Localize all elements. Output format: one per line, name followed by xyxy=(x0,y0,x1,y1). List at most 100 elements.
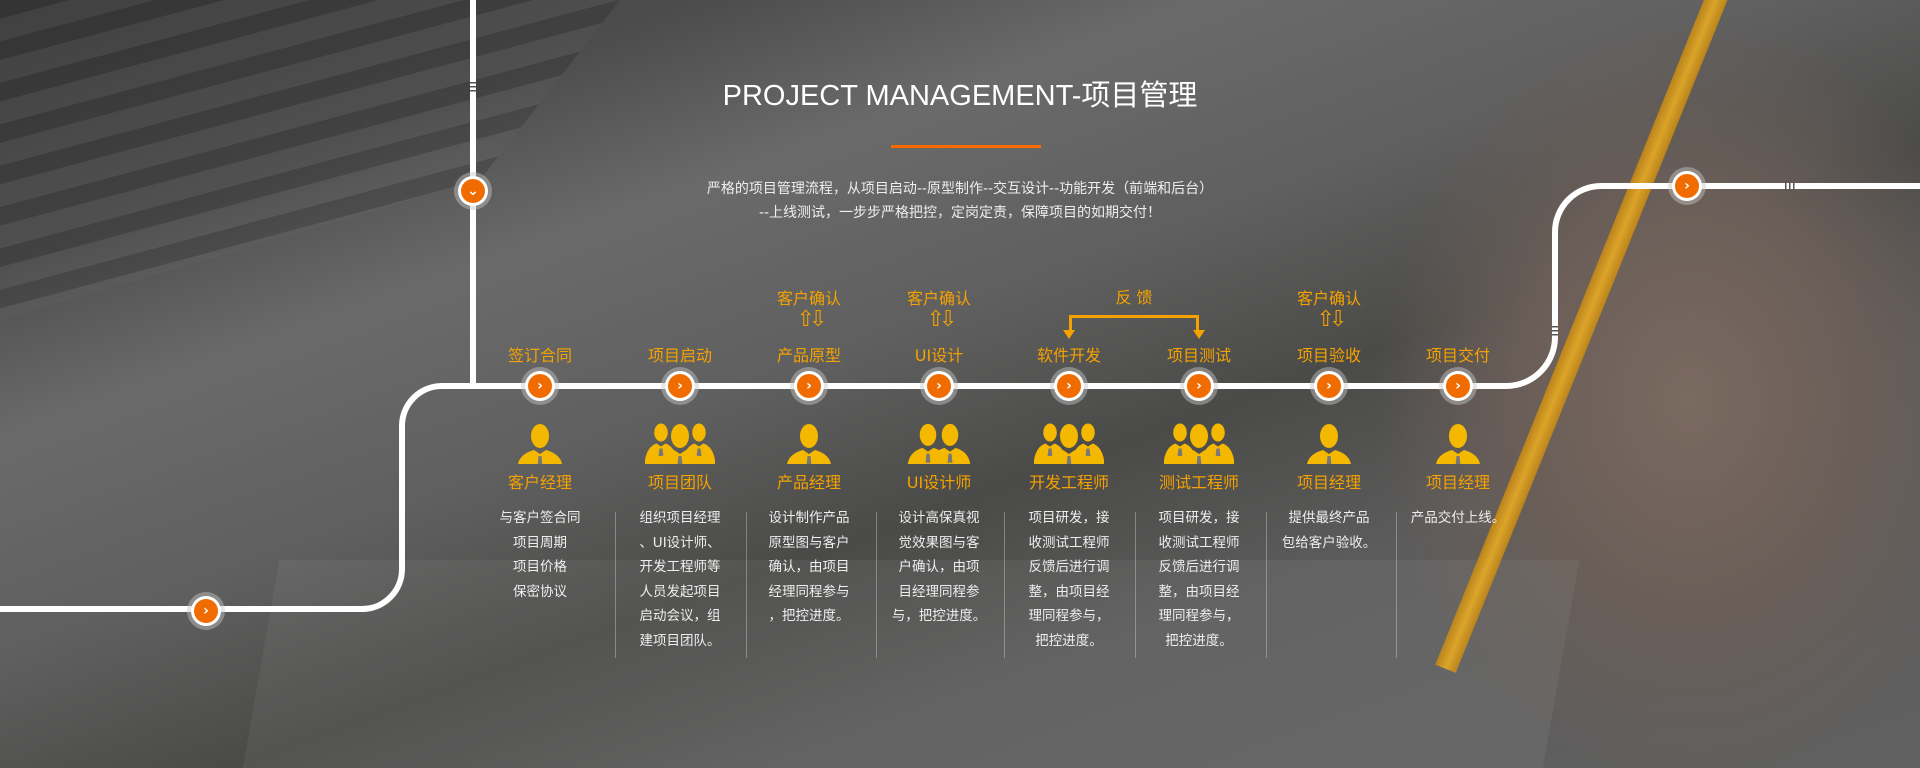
step-label: 软件开发 xyxy=(1036,346,1101,365)
step-label: 签订合同 xyxy=(507,346,572,365)
up-down-arrows-icon: ⇧⇩ xyxy=(796,307,828,332)
description-line: 目经理同程参 xyxy=(898,583,980,600)
up-down-arrows-icon: ⇧⇩ xyxy=(1316,307,1348,332)
description-line: 启动会议，组 xyxy=(639,608,721,624)
step-description: 项目研发，接 收测试工程师 反馈后进行调 整，由项目经 理同程参与， 把控进度。 xyxy=(1143,506,1255,653)
column-divider xyxy=(615,512,616,658)
role-label: 项目经理 xyxy=(1425,473,1490,492)
description-line: 人员发起项目 xyxy=(639,583,721,600)
description-line: 包给客户验收。 xyxy=(1281,534,1377,551)
column-divider xyxy=(1266,512,1267,658)
description-line: 产品交付上线。 xyxy=(1410,510,1506,526)
description-line: 项目价格 xyxy=(513,559,567,575)
description-line: 收测试工程师 xyxy=(1028,534,1110,551)
description-line: 理同程参与， xyxy=(1158,608,1240,624)
chevron-right-icon: › xyxy=(528,374,552,398)
up-down-arrows-icon: ⇧⇩ xyxy=(926,307,958,332)
step-node[interactable]: › xyxy=(1180,367,1218,405)
description-line: ，把控进度。 xyxy=(768,608,850,624)
step-label: 项目验收 xyxy=(1296,346,1361,365)
single-person-icon xyxy=(505,420,575,466)
chevron-right-icon: › xyxy=(668,374,692,398)
single-person-icon xyxy=(1294,420,1364,466)
step-description: 提供最终产品 包给客户验收。 xyxy=(1273,506,1385,555)
role-label: 开发工程师 xyxy=(1028,473,1109,492)
customer-confirm-label: 客户确认 xyxy=(906,289,971,308)
track-node-down[interactable]: ⌄ xyxy=(454,172,492,210)
subtitle-line-1: 严格的项目管理流程，从项目启动--原型制作--交互设计--功能开发（前端和后台） xyxy=(706,181,1214,197)
step-description: 设计高保真视 觉效果图与客 户确认，由项 目经理同程参 与，把控进度。 xyxy=(883,506,995,629)
feedback-label: 反 馈 xyxy=(1115,288,1153,307)
description-line: 设计制作产品 xyxy=(768,510,850,526)
chevron-right-icon: › xyxy=(1675,174,1699,198)
description-line: 理同程参与， xyxy=(1028,608,1110,624)
step-node[interactable]: › xyxy=(661,367,699,405)
role-label: 项目经理 xyxy=(1296,473,1361,492)
step-label: 产品原型 xyxy=(776,346,841,365)
description-line: 保密协议 xyxy=(513,583,567,600)
step-description: 产品交付上线。 xyxy=(1402,506,1514,531)
description-line: 把控进度。 xyxy=(1165,632,1233,649)
description-line: 设计高保真视 xyxy=(898,510,980,526)
role-label: 客户经理 xyxy=(507,473,572,492)
description-line: 经理同程参与 xyxy=(768,583,850,600)
description-line: 反馈后进行调 xyxy=(1028,559,1110,575)
description-line: 与客户签合同 xyxy=(499,510,581,526)
description-line: 反馈后进行调 xyxy=(1158,559,1240,575)
page-title: PROJECT MANAGEMENT-项目管理 xyxy=(722,80,1198,112)
customer-confirm-label: 客户确认 xyxy=(1296,289,1361,308)
step-description: 项目研发，接 收测试工程师 反馈后进行调 整，由项目经 理同程参与， 把控进度。 xyxy=(1013,506,1125,653)
three-people-icon xyxy=(1163,420,1235,466)
column-divider xyxy=(876,512,877,658)
chevron-right-icon: › xyxy=(1057,374,1081,398)
step-label: UI设计 xyxy=(914,346,964,365)
step-node[interactable]: › xyxy=(920,367,958,405)
track-node-right[interactable]: › xyxy=(1668,167,1706,205)
step-node[interactable]: › xyxy=(1439,367,1477,405)
description-line: 项目研发，接 xyxy=(1028,510,1110,526)
column-divider xyxy=(1004,512,1005,658)
role-label: 项目团队 xyxy=(647,473,712,492)
chevron-right-icon: › xyxy=(797,374,821,398)
two-people-icon xyxy=(904,420,974,464)
chevron-right-icon: › xyxy=(927,374,951,398)
role-label: 测试工程师 xyxy=(1158,473,1239,492)
description-line: 户确认，由项 xyxy=(898,559,980,575)
role-label: UI设计师 xyxy=(906,473,972,492)
description-line: 原型图与客户 xyxy=(768,534,850,551)
description-line: 整，由项目经 xyxy=(1028,583,1110,600)
description-line: 与，把控进度。 xyxy=(891,608,987,624)
step-label: 项目交付 xyxy=(1425,346,1490,365)
column-divider xyxy=(1396,512,1397,658)
track-node-left[interactable]: › xyxy=(187,592,225,630)
description-line: 确认，由项目 xyxy=(768,559,850,575)
description-line: 觉效果图与客 xyxy=(898,534,980,551)
chevron-right-icon: › xyxy=(1187,374,1211,398)
description-line: 项目周期 xyxy=(513,534,567,551)
step-node[interactable]: › xyxy=(1310,367,1348,405)
track-grip xyxy=(470,82,1795,336)
three-people-icon xyxy=(644,420,716,466)
step-node[interactable]: › xyxy=(790,367,828,405)
chevron-right-icon: › xyxy=(1317,374,1341,398)
description-line: 建项目团队。 xyxy=(639,632,721,649)
chevron-down-icon: ⌄ xyxy=(461,179,485,203)
description-line: 整，由项目经 xyxy=(1158,583,1240,600)
step-description: 组织项目经理 、UI设计师、 开发工程师等 人员发起项目 启动会议，组 建项目团队。 xyxy=(624,506,736,653)
step-label: 项目启动 xyxy=(647,346,712,365)
three-people-icon xyxy=(1033,420,1105,466)
single-person-icon xyxy=(1423,420,1493,466)
feedback-bracket-arrow xyxy=(1063,315,1205,339)
description-line: 收测试工程师 xyxy=(1158,534,1240,551)
step-description: 与客户签合同 项目周期项目价格保密协议 xyxy=(484,506,596,604)
chevron-right-icon: › xyxy=(194,599,218,623)
step-node[interactable]: › xyxy=(1050,367,1088,405)
description-line: 开发工程师等 xyxy=(639,559,721,575)
step-node[interactable]: › xyxy=(521,367,559,405)
column-divider xyxy=(1135,512,1136,658)
step-description: 设计制作产品 原型图与客户 确认，由项目 经理同程参与 ，把控进度。 xyxy=(753,506,865,629)
chevron-right-icon: › xyxy=(1446,374,1470,398)
column-divider xyxy=(746,512,747,658)
